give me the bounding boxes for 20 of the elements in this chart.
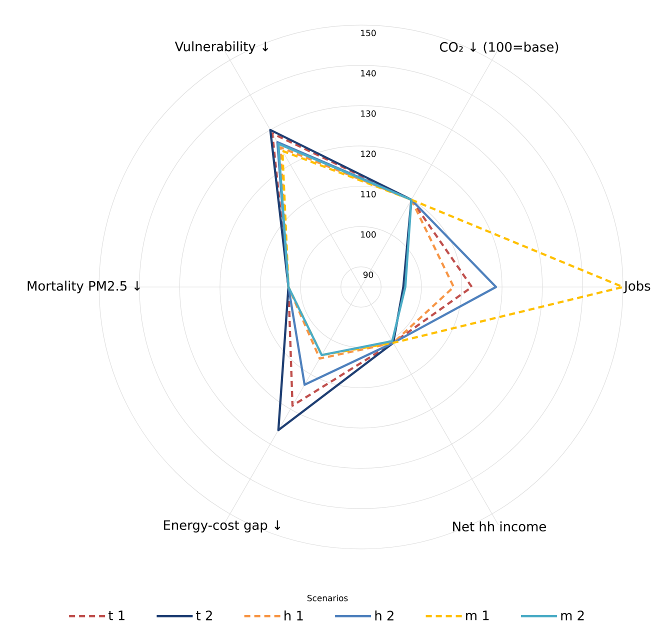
legend-label: h 1 — [284, 610, 303, 620]
legend-label: t 1 — [108, 610, 124, 620]
legend-label: t 2 — [196, 610, 212, 620]
spoke-label: Mortality PM2.5 ↓ — [28, 280, 140, 294]
y-tick-label: 90 — [363, 272, 374, 278]
spoke-label: Jobs — [623, 280, 650, 294]
spoke-label: Energy-cost gap ↓ — [164, 520, 280, 532]
y-tick-label: 100 — [361, 231, 376, 238]
legend-label: m 1 — [466, 610, 489, 620]
y-tick-label: 110 — [361, 190, 376, 198]
legend-title: Scenarios — [307, 594, 348, 602]
y-tick-label: 140 — [361, 70, 376, 76]
spoke-label: Net hh income — [453, 521, 546, 532]
y-tick-label: 150 — [361, 30, 376, 36]
spoke-label: Vulnerability ↓ — [174, 41, 268, 54]
y-tick-label: 120 — [361, 150, 376, 158]
y-tick-label: 130 — [361, 110, 376, 117]
spoke-label: CO₂ ↓ (100=base) — [440, 42, 558, 54]
legend-label: m 2 — [561, 610, 584, 620]
legend-label: h 2 — [375, 610, 394, 620]
